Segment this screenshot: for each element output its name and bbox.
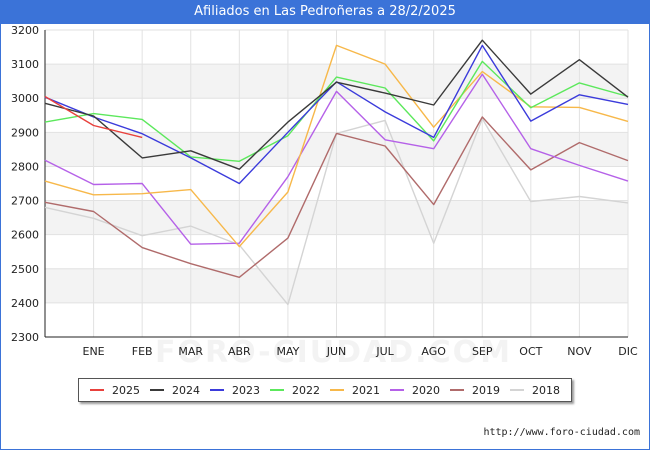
legend-label: 2018 — [532, 383, 560, 397]
chart-title: Afiliados en Las Pedroñeras a 28/2/2025 — [0, 0, 650, 24]
y-tick-label: 2400 — [11, 297, 39, 310]
x-tick-label: NOV — [567, 345, 592, 358]
y-tick-label: 2700 — [11, 195, 39, 208]
y-tick-label: 2600 — [11, 229, 39, 242]
legend-label: 2019 — [472, 383, 500, 397]
x-tick-label: FEB — [132, 345, 153, 358]
y-tick-label: 2800 — [11, 160, 39, 173]
legend-swatch — [270, 389, 284, 391]
legend-label: 2021 — [352, 383, 380, 397]
source-credit: http://www.foro-ciudad.com — [483, 427, 640, 438]
y-tick-label: 3100 — [11, 58, 39, 71]
legend-swatch — [390, 389, 404, 391]
legend-item-2023: 2023 — [210, 384, 260, 397]
legend-swatch — [90, 389, 104, 391]
x-tick-label: MAY — [276, 345, 299, 358]
legend-item-2019: 2019 — [450, 384, 500, 397]
series-line-2019 — [44, 116, 629, 278]
series-line-2025 — [44, 95, 143, 139]
y-tick-label: 3200 — [11, 24, 39, 37]
legend-swatch — [150, 389, 164, 391]
x-tick-label: OCT — [519, 345, 542, 358]
x-tick-label: SEP — [472, 345, 493, 358]
legend-item-2021: 2021 — [330, 384, 380, 397]
x-tick-label: JUN — [326, 345, 347, 358]
series-line-2020 — [44, 73, 629, 245]
y-axis-ticks: 2300 2400 2500 2600 2700 2800 2900 3000 3100 3200 — [11, 24, 39, 344]
legend-swatch — [210, 389, 224, 391]
x-tick-label: MAR — [178, 345, 203, 358]
legend-label: 2020 — [412, 383, 440, 397]
x-tick-label: AGO — [421, 345, 446, 358]
x-axis-ticks: ENE FEB MAR ABR MAY JUN JUL AGO SEP OCT NOV DIC — [83, 345, 638, 358]
legend-item-2020: 2020 — [390, 384, 440, 397]
legend-item-2024: 2024 — [150, 384, 200, 397]
series-line-2021 — [44, 44, 629, 248]
x-tick-label: ABR — [228, 345, 251, 358]
legend-swatch — [330, 389, 344, 391]
legend-item-2022: 2022 — [270, 384, 320, 397]
legend-item-2018: 2018 — [510, 384, 560, 397]
legend-item-2025: 2025 — [90, 384, 140, 397]
legend-swatch — [450, 389, 464, 391]
legend-label: 2023 — [232, 383, 260, 397]
y-tick-label: 2300 — [11, 331, 39, 344]
legend-label: 2025 — [112, 383, 140, 397]
x-tick-label: JUL — [375, 345, 394, 358]
x-tick-label: DIC — [618, 345, 638, 358]
legend-swatch — [510, 389, 524, 391]
x-tick-label: ENE — [83, 345, 105, 358]
series-lines — [44, 39, 629, 306]
watermark: FORO-CIUDAD.COM — [155, 335, 512, 370]
series-line-2022 — [44, 60, 629, 162]
series-line-2024 — [44, 39, 629, 170]
legend: 2025 2024 2023 2022 2021 2020 2019 2018 — [78, 378, 572, 402]
y-tick-label: 2500 — [11, 263, 39, 276]
y-tick-label: 3000 — [11, 92, 39, 105]
legend-label: 2024 — [172, 383, 200, 397]
legend-label: 2022 — [292, 383, 320, 397]
y-tick-label: 2900 — [11, 126, 39, 139]
